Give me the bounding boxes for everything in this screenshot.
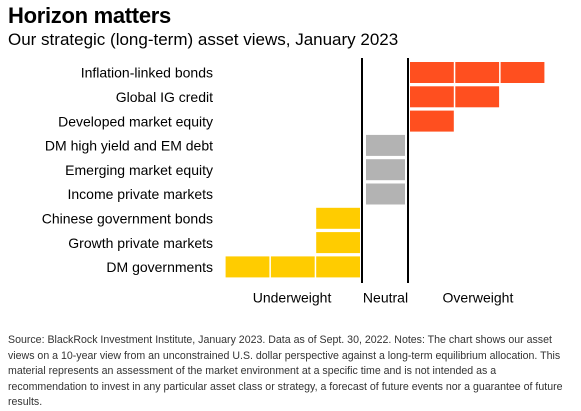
bar-underweight [316, 232, 360, 254]
category-label: Emerging market equity [65, 162, 213, 178]
category-label: Inflation-linked bonds [81, 65, 213, 81]
bar-neutral [366, 183, 405, 205]
bar-overweight [410, 86, 454, 108]
bar-overweight [410, 110, 454, 132]
bar-neutral [366, 159, 405, 181]
chart-title: Horizon matters [8, 3, 171, 28]
bar-underweight [225, 256, 270, 278]
bar-overweight [500, 62, 545, 83]
bar-underweight [270, 256, 315, 278]
bar-overweight [410, 62, 454, 83]
bar-overweight [455, 86, 500, 108]
scale-label: Underweight [253, 290, 332, 306]
scale-label: Overweight [443, 290, 514, 306]
bar-underweight [316, 207, 360, 229]
scale-label: Neutral [363, 290, 408, 306]
chart-subtitle: Our strategic (long-term) asset views, J… [8, 30, 399, 49]
category-label: DM high yield and EM debt [45, 138, 213, 154]
bar-neutral [366, 134, 405, 156]
category-label: Developed market equity [58, 113, 213, 129]
category-label: Global IG credit [116, 89, 213, 105]
bar-overweight [455, 62, 500, 83]
category-label: DM governments [106, 259, 213, 275]
source-note: Source: BlackRock Investment Institute, … [8, 334, 563, 408]
category-label: Chinese government bonds [42, 211, 213, 227]
asset-views-chart: Inflation-linked bonds Global IG credit De… [42, 58, 545, 306]
category-label: Income private markets [68, 186, 214, 202]
bar-underweight [316, 256, 360, 278]
category-label: Growth private markets [68, 235, 213, 251]
